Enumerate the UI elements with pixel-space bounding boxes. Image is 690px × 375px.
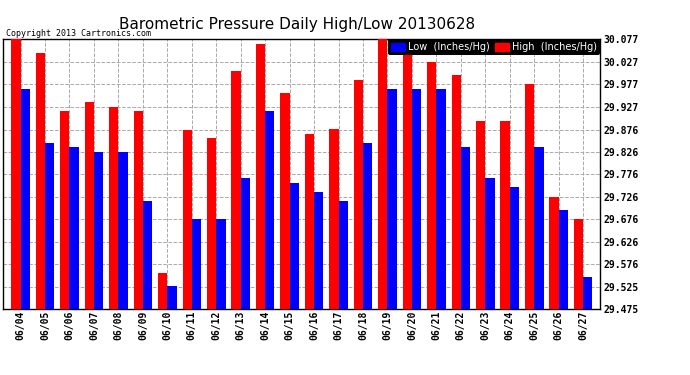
Bar xyxy=(329,129,339,309)
Bar xyxy=(207,138,216,309)
Bar xyxy=(21,89,30,309)
Bar xyxy=(388,89,397,309)
Text: Barometric Pressure Daily High/Low 20130628: Barometric Pressure Daily High/Low 20130… xyxy=(119,17,475,32)
Bar xyxy=(134,111,143,309)
Bar xyxy=(256,44,265,309)
Bar xyxy=(476,120,485,309)
Bar xyxy=(363,142,373,309)
Bar xyxy=(241,178,250,309)
Bar xyxy=(60,111,70,309)
Bar xyxy=(461,147,470,309)
Bar xyxy=(11,39,21,309)
Bar xyxy=(500,120,510,309)
Bar xyxy=(525,84,534,309)
Bar xyxy=(436,89,446,309)
Bar xyxy=(182,129,192,309)
Bar xyxy=(143,201,152,309)
Bar xyxy=(94,152,104,309)
Bar xyxy=(485,178,495,309)
Bar xyxy=(378,39,388,309)
Bar xyxy=(510,188,519,309)
Bar xyxy=(192,219,201,309)
Bar xyxy=(559,210,568,309)
Bar xyxy=(36,53,45,309)
Bar xyxy=(290,183,299,309)
Bar xyxy=(109,106,119,309)
Bar xyxy=(549,197,559,309)
Bar xyxy=(85,102,94,309)
Bar xyxy=(339,201,348,309)
Legend: Low  (Inches/Hg), High  (Inches/Hg): Low (Inches/Hg), High (Inches/Hg) xyxy=(388,39,600,55)
Bar xyxy=(403,48,412,309)
Bar xyxy=(265,111,275,309)
Bar xyxy=(574,219,583,309)
Bar xyxy=(451,75,461,309)
Bar xyxy=(314,192,324,309)
Text: Copyright 2013 Cartronics.com: Copyright 2013 Cartronics.com xyxy=(6,28,150,38)
Bar xyxy=(280,93,290,309)
Bar xyxy=(216,219,226,309)
Bar xyxy=(168,286,177,309)
Bar xyxy=(412,89,421,309)
Bar xyxy=(70,147,79,309)
Bar xyxy=(119,152,128,309)
Bar xyxy=(354,80,363,309)
Bar xyxy=(583,277,593,309)
Bar xyxy=(158,273,168,309)
Bar xyxy=(427,62,436,309)
Bar xyxy=(305,134,314,309)
Bar xyxy=(45,142,55,309)
Bar xyxy=(534,147,544,309)
Bar xyxy=(231,71,241,309)
